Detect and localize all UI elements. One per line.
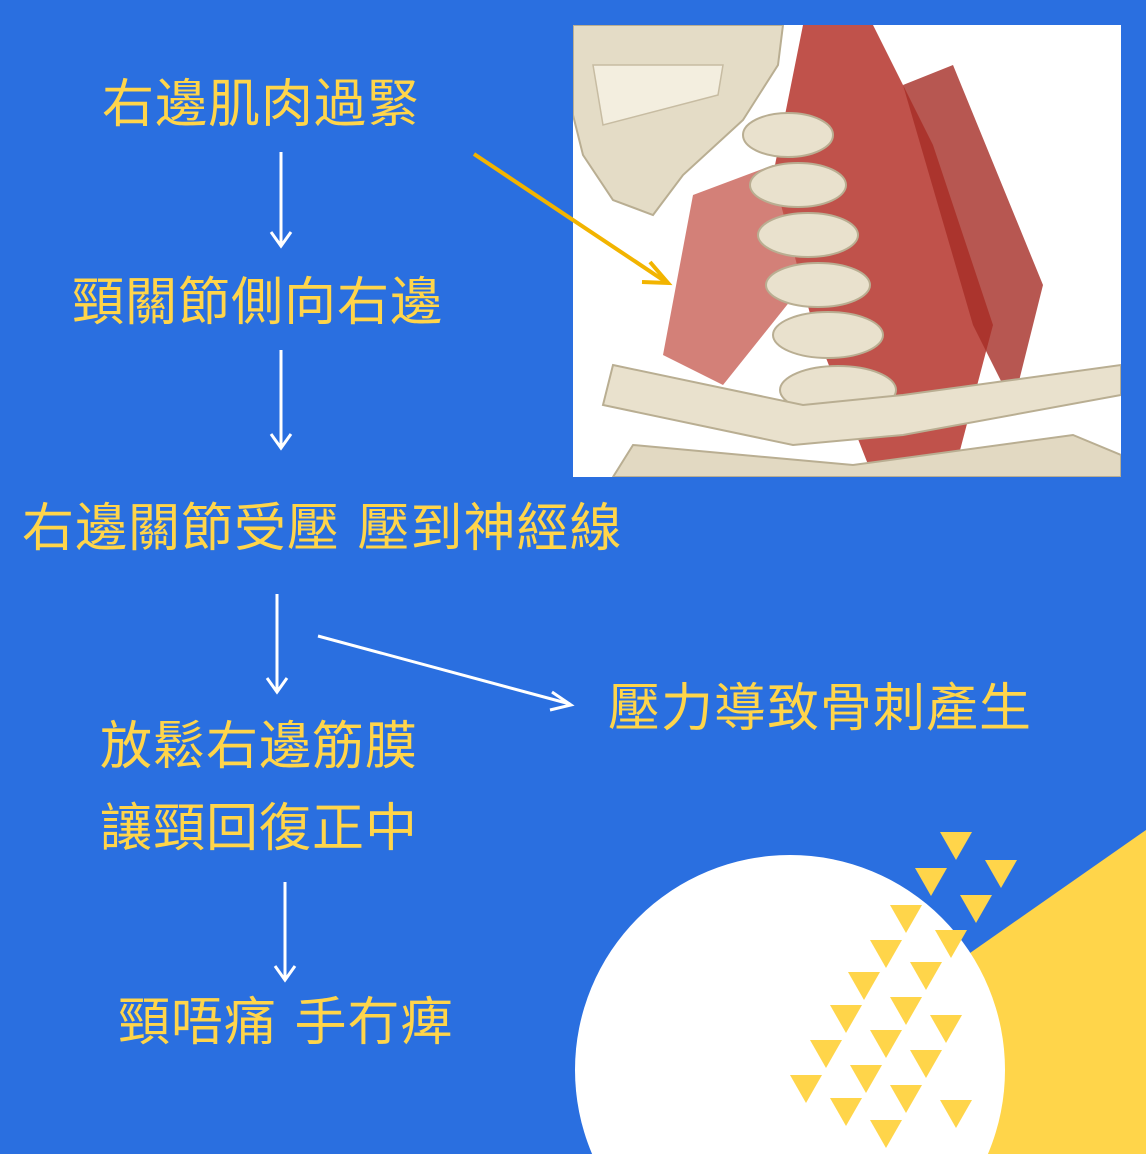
down-arrow-4 [273,882,297,983]
side-arrow [317,634,575,712]
neck-anatomy-image [573,25,1121,477]
step-result-no-pain: 頸唔痛 手冇痺 [118,993,454,1053]
pointer-arrow [472,152,673,286]
step-joint-compression: 右邊關節受壓 壓到神經線 [22,499,623,559]
step-tight-muscle: 右邊肌肉過緊 [102,75,421,135]
down-arrow-3 [265,594,289,695]
step-relax-fascia: 放鬆右邊筋膜 [100,717,419,777]
step-bone-spur: 壓力導致骨刺產生 [608,679,1033,739]
yellow-corner-shape [960,830,1146,1154]
triangle-pattern [790,832,1017,1148]
down-arrow-2 [269,350,293,451]
down-arrow-1 [269,152,293,249]
anatomy-illustration [573,25,1121,477]
white-circle [575,855,1005,1154]
step-neck-center: 讓頸回復正中 [100,799,419,859]
step-neck-tilt: 頸關節側向右邊 [72,273,444,333]
